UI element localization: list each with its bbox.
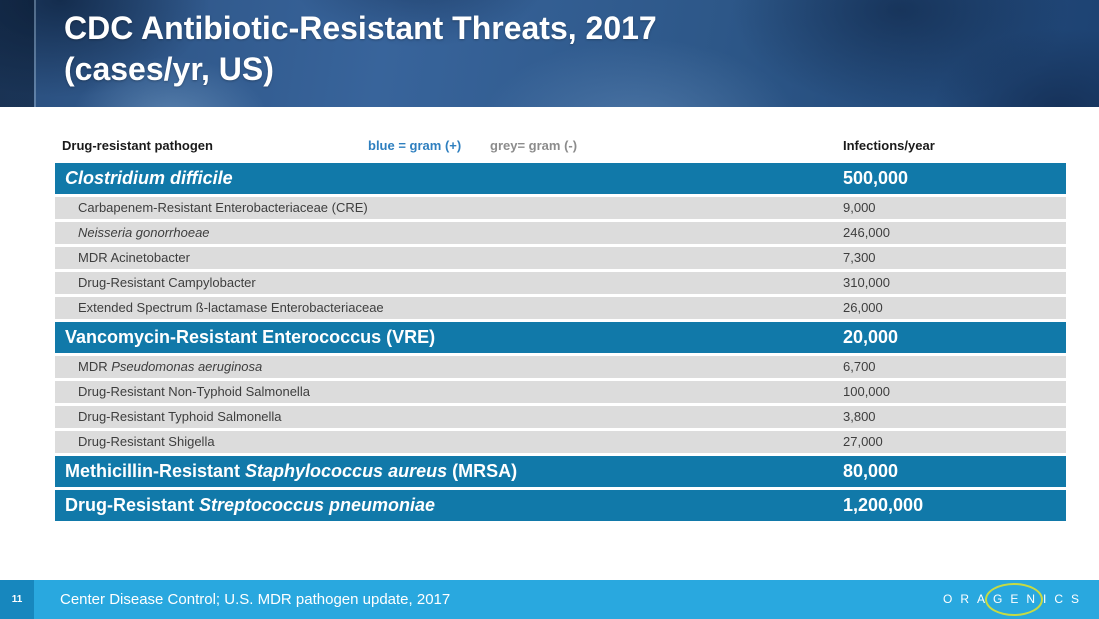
footer-bar: 11 Center Disease Control; U.S. MDR path…	[0, 580, 1099, 619]
table-row: Drug-Resistant Campylobacter 310,000	[55, 272, 1066, 294]
table-row: MDR Acinetobacter 7,300	[55, 247, 1066, 269]
pathogen-name: Neisseria gonorrhoeae	[78, 225, 210, 240]
column-header-pathogen: Drug-resistant pathogen	[62, 138, 213, 153]
table-row: Vancomycin-Resistant Enterococcus (VRE) 2…	[55, 322, 1066, 353]
infections-value: 9,000	[843, 200, 876, 215]
table-row: Drug-Resistant Non-Typhoid Salmonella 100…	[55, 381, 1066, 403]
table-row: Carbapenem-Resistant Enterobacteriaceae …	[55, 197, 1066, 219]
page-title-line2: (cases/yr, US)	[64, 51, 274, 87]
pathogen-name: Drug-Resistant Non-Typhoid Salmonella	[78, 384, 310, 399]
infections-value: 20,000	[843, 327, 899, 347]
column-header-infections: Infections/year	[843, 138, 935, 153]
pathogen-name: MDR Pseudomonas aeruginosa	[78, 359, 263, 374]
infections-value: 1,200,000	[843, 495, 924, 515]
legend-gram-negative: grey= gram (-)	[490, 138, 578, 153]
source-citation: Center Disease Control; U.S. MDR pathoge…	[60, 591, 451, 608]
pathogen-name: Drug-Resistant Typhoid Salmonella	[78, 409, 282, 424]
pathogen-name: Drug-Resistant Streptococcus pneumoniae	[65, 495, 436, 515]
infections-value: 6,700	[843, 359, 876, 374]
table-row: Extended Spectrum ß-lactamase Enterobact…	[55, 297, 1066, 319]
logo-text: ORAGENICS	[942, 592, 1087, 606]
pathogen-name: MDR Acinetobacter	[78, 250, 190, 265]
table-row: Methicillin-Resistant Staphylococcus aur…	[55, 456, 1066, 487]
table-row: Drug-Resistant Streptococcus pneumoniae 1…	[55, 490, 1066, 521]
pathogen-name: Extended Spectrum ß-lactamase Enterobact…	[78, 300, 384, 315]
legend-gram-positive: blue = gram (+)	[368, 138, 462, 153]
page-title: CDC Antibiotic-Resistant Threats, 2017 (…	[64, 8, 657, 90]
table-row: MDR Pseudomonas aeruginosa 6,700	[55, 356, 1066, 378]
pathogen-name: Clostridium difficile	[65, 168, 233, 188]
table-row: Drug-Resistant Typhoid Salmonella 3,800	[55, 406, 1066, 428]
pathogen-name: Drug-Resistant Campylobacter	[78, 275, 256, 290]
page-title-line1: CDC Antibiotic-Resistant Threats, 2017	[64, 10, 657, 46]
pathogen-name: Methicillin-Resistant Staphylococcus aur…	[65, 461, 518, 481]
infections-value: 7,300	[843, 250, 876, 265]
oragenics-logo: ORAGENICS	[943, 580, 1087, 619]
pathogen-name: Drug-Resistant Shigella	[78, 434, 215, 449]
title-banner: CDC Antibiotic-Resistant Threats, 2017 (…	[0, 0, 1099, 107]
table-row: Drug-Resistant Shigella 27,000	[55, 431, 1066, 453]
infections-value: 27,000	[843, 434, 883, 449]
slide-number: 11	[0, 580, 34, 619]
table-row: Neisseria gonorrhoeae 246,000	[55, 222, 1066, 244]
infections-value: 310,000	[843, 275, 890, 290]
infections-value: 80,000	[843, 461, 899, 481]
table-body: Clostridium difficile 500,000 Carbapenem-R…	[55, 163, 1066, 521]
infections-value: 500,000	[843, 168, 909, 188]
table-header-row: Drug-resistant pathogen blue = gram (+) …	[55, 137, 1066, 163]
pathogen-name: Carbapenem-Resistant Enterobacteriaceae …	[78, 200, 368, 215]
infections-value: 3,800	[843, 409, 876, 424]
table-row: Clostridium difficile 500,000	[55, 163, 1066, 194]
infections-value: 100,000	[843, 384, 890, 399]
pathogen-name: Vancomycin-Resistant Enterococcus (VRE)	[65, 327, 436, 347]
pathogen-table: Drug-resistant pathogen blue = gram (+) …	[55, 137, 1066, 524]
infections-value: 246,000	[843, 225, 890, 240]
infections-value: 26,000	[843, 300, 883, 315]
